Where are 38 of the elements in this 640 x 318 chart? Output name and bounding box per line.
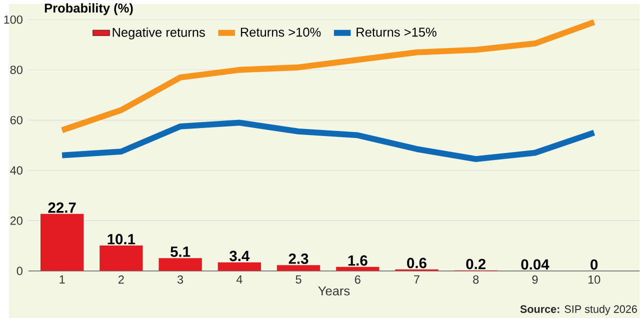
data-label: 22.7 [48, 202, 76, 213]
legend-label: Returns >10% [240, 28, 321, 37]
x-tick-label: 1 [60, 275, 65, 284]
y-tick-label: 40 [10, 166, 22, 174]
data-label: 0 [590, 259, 598, 270]
data-label: 3.4 [230, 250, 250, 262]
data-label: 0.6 [407, 258, 426, 268]
data-label: 0.04 [521, 259, 550, 270]
x-tick-label: 9 [532, 275, 538, 284]
x-tick-label: 3 [177, 275, 184, 284]
data-label: 0.2 [466, 258, 486, 270]
bar [276, 265, 320, 271]
x-tick-label: 4 [236, 275, 242, 284]
x-tick-label: 8 [473, 275, 479, 284]
x-tick-label: 5 [296, 275, 302, 284]
y-tick-label: 60 [10, 116, 22, 124]
data-label: 1.6 [348, 255, 368, 266]
bar [218, 262, 261, 271]
bar [40, 214, 84, 271]
y-tick-label: 100 [4, 15, 22, 24]
x-tick-label: 2 [118, 275, 124, 284]
legend-label: Returns >15% [356, 28, 436, 37]
y-tick-label: 0 [16, 266, 22, 275]
data-label: 5.1 [170, 246, 190, 257]
x-axis-title: Years [318, 286, 350, 296]
bar [158, 258, 202, 271]
y-tick-label: 20 [10, 216, 22, 225]
y-axis-title: Probability (%) [44, 3, 133, 16]
bar [100, 245, 143, 271]
bar [336, 266, 380, 271]
data-label: 10.1 [108, 234, 136, 244]
x-tick-label: 6 [354, 275, 360, 284]
y-tick-label: 80 [10, 66, 22, 74]
data-label: 2.3 [288, 253, 308, 264]
legend-label: Negative returns [112, 27, 205, 40]
x-tick-label: 10 [588, 275, 600, 284]
x-tick-label: 7 [414, 275, 420, 284]
text: Source: SIP study 2026 [520, 304, 637, 315]
